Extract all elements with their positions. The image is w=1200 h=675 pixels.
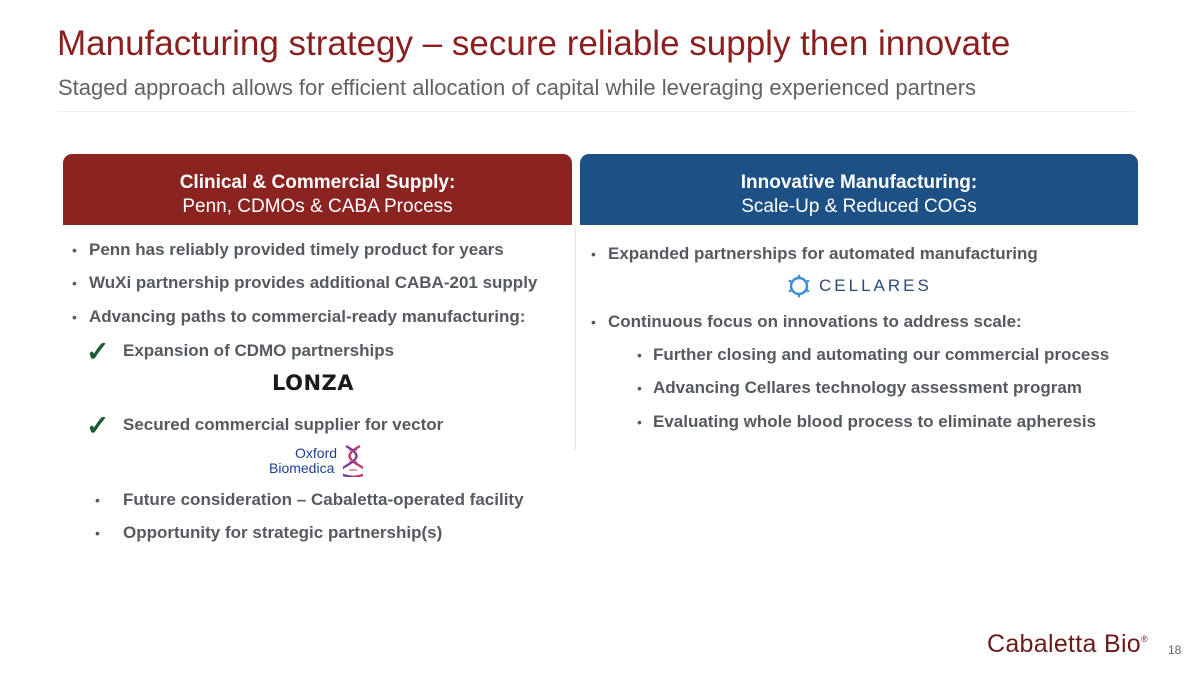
checkmark-icon: ✓ [86,335,110,368]
left-header-subtitle: Penn, CDMOs & CABA Process [182,196,453,217]
checkmark-icon: ✓ [86,409,110,442]
checked-item: Expansion of CDMO partnerships [123,341,395,360]
left-header-title: Clinical & Commercial Supply: [179,172,456,193]
right-sub-bullet-item: Advancing Cellares technology assessment… [653,378,1082,397]
cabaletta-bio-logo: Cabaletta Bio® [987,630,1148,659]
right-bullet-item: Continuous focus on innovations to addre… [608,312,1022,331]
left-bullet-item: Penn has reliably provided timely produc… [89,240,504,259]
left-sub-bullet-item: Future consideration – Cabaletta-operate… [123,490,524,509]
panel-divider [575,228,576,450]
bullet-dot-icon: • [591,314,596,330]
right-header-subtitle: Scale-Up & Reduced COGs [741,196,977,217]
page-number: 18 [1168,643,1182,657]
left-panel-header: Clinical & Commercial Supply: Penn, CDMO… [63,154,572,225]
bullet-dot-icon: • [95,492,100,508]
bullet-dot-icon: • [637,347,642,363]
bullet-dot-icon: • [637,414,642,430]
right-bullet-item: Expanded partnerships for automated manu… [608,244,1038,263]
bullet-dot-icon: • [95,525,100,541]
left-bullet-item: Advancing paths to commercial-ready manu… [89,307,526,326]
brand-name: Cabaletta Bio [987,630,1141,658]
slide-subtitle: Staged approach allows for efficient all… [58,75,977,100]
bullet-dot-icon: • [72,309,77,325]
bullet-dot-icon: • [72,275,77,291]
bullet-dot-icon: • [72,242,77,258]
left-sub-bullet-item: Opportunity for strategic partnership(s) [123,523,443,542]
left-bullet-item: WuXi partnership provides additional CAB… [89,273,538,292]
right-header-title: Innovative Manufacturing: [740,172,978,193]
lonza-logo: LONZA [272,371,355,395]
dna-helix-icon [343,445,363,477]
right-panel-header: Innovative Manufacturing: Scale-Up & Red… [580,154,1138,225]
right-sub-bullet-item: Further closing and automating our comme… [653,345,1110,364]
bullet-dot-icon: • [591,246,596,262]
slide-title: Manufacturing strategy – secure reliable… [57,24,1011,63]
bullet-dot-icon: • [637,380,642,396]
oxford-logo-word-1: Oxford [295,445,338,461]
oxford-biomedica-logo: Oxford Biomedica [268,445,364,479]
cellares-logo-word: CELLARES [819,276,932,295]
right-sub-bullet-item: Evaluating whole blood process to elimin… [653,412,1097,431]
oxford-logo-word-2: Biomedica [269,460,335,476]
cellares-ring-icon [788,274,810,298]
checked-item: Secured commercial supplier for vector [123,415,444,434]
registered-mark: ® [1141,634,1148,644]
title-divider [57,111,1135,112]
